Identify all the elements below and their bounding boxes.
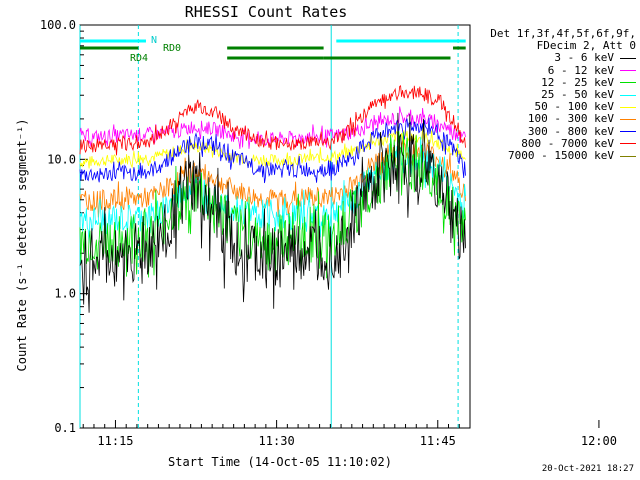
x-tick-label-3: 12:00	[581, 434, 617, 448]
legend-entry-3: 25 - 50 keV	[470, 88, 636, 102]
legend-entry-8: 7000 - 15000 keV	[470, 149, 636, 163]
legend-label-4: 50 - 100 keV	[534, 100, 614, 114]
series-line-6	[79, 117, 466, 184]
y-tick-label-3: 100.0	[40, 18, 76, 32]
series-line-1	[79, 106, 466, 149]
series-line-4	[79, 128, 466, 170]
legend-entry-2: 12 - 25 keV	[470, 75, 636, 89]
y-tick-label-1: 1.0	[54, 287, 76, 301]
annotation-n: N	[151, 35, 157, 46]
y-tick-label-0: 0.1	[54, 421, 76, 435]
annotation-rd0: RD0	[163, 43, 181, 54]
legend-swatch-5	[620, 118, 636, 120]
x-tick-label-0: 11:15	[97, 434, 133, 448]
legend-entry-4: 50 - 100 keV	[470, 101, 636, 113]
timestamp: 20-Oct-2021 18:27	[541, 464, 634, 474]
series-line-0	[79, 112, 466, 313]
legend-label-8: 7000 - 15000 keV	[508, 149, 614, 163]
legend-swatch-2	[620, 82, 636, 84]
series-line-7	[79, 85, 466, 156]
legend-swatch-8	[620, 155, 636, 157]
legend-entry-5: 100 - 300 keV	[470, 113, 636, 125]
x-axis-label: Start Time (14-Oct-05 11:10:02)	[168, 455, 392, 469]
legend-swatch-1	[620, 70, 636, 72]
legend-swatch-7	[620, 143, 636, 145]
legend-label-0: 3 - 6 keV	[554, 51, 614, 65]
plot-area: 0.11.010.0100.011:1511:3011:4512:0012:15…	[40, 18, 617, 448]
y-tick-label-2: 10.0	[47, 152, 76, 166]
legend-swatch-6	[620, 131, 636, 133]
legend-label-2: 12 - 25 keV	[541, 75, 614, 89]
series-line-3	[79, 136, 466, 244]
legend-header-0: Det 1f,3f,4f,5f,6f,9f,	[490, 27, 636, 40]
legend-entry-7: 800 - 7000 keV	[470, 136, 636, 150]
legend-label-5: 100 - 300 keV	[527, 112, 614, 126]
legend-label-7: 800 - 7000 keV	[521, 136, 614, 150]
legend-label-1: 6 - 12 keV	[547, 63, 614, 77]
legend-swatch-3	[620, 94, 636, 96]
legend-label-3: 25 - 50 keV	[541, 88, 614, 102]
legend-entry-1: 6 - 12 keV	[470, 63, 636, 77]
legend-entry-6: 300 - 800 keV	[470, 124, 636, 138]
legend-label-6: 300 - 800 keV	[527, 124, 614, 138]
legend-swatch-4	[620, 106, 636, 108]
legend-swatch-0	[620, 57, 636, 59]
legend-entry-0: 3 - 6 keV	[470, 52, 636, 64]
annotation-rd4: RD4	[130, 53, 148, 64]
legend-header-1: FDecim 2, Att 0	[536, 39, 636, 53]
x-tick-label-2: 11:45	[420, 434, 456, 448]
x-tick-label-1: 11:30	[259, 434, 295, 448]
y-axis-label: Count Rate (s⁻¹ detector segment⁻¹)	[15, 119, 29, 372]
chart-title: RHESSI Count Rates	[185, 3, 348, 21]
